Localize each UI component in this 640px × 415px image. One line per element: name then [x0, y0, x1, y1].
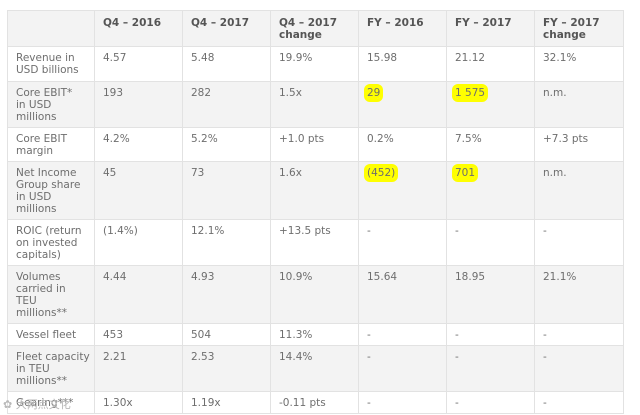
cell: 1.30x — [95, 392, 183, 414]
cell: 14.4% — [271, 346, 359, 392]
row-label: Fleet capacity in TEU millions** — [8, 346, 95, 392]
cell: 2.53 — [183, 346, 271, 392]
cell: - — [447, 220, 535, 266]
row-label: ROIC (return on invested capitals) — [8, 220, 95, 266]
cell: +13.5 pts — [271, 220, 359, 266]
row-label: Net Income Group share in USD millions — [8, 162, 95, 220]
cell: 2.21 — [95, 346, 183, 392]
cell: -0.11 pts — [271, 392, 359, 414]
cell: (452) — [359, 162, 447, 220]
cell: - — [359, 220, 447, 266]
table-row-volumes: Volumes carried in TEU millions** 4.44 4… — [8, 266, 624, 324]
watermark-icon: ✿ — [3, 398, 12, 411]
cell: 21.1% — [535, 266, 624, 324]
cell: n.m. — [535, 82, 624, 128]
cell: 10.9% — [271, 266, 359, 324]
cell: - — [447, 346, 535, 392]
header-fy-2017-change: FY – 2017 change — [535, 11, 624, 47]
cell: 4.44 — [95, 266, 183, 324]
cell: 1.5x — [271, 82, 359, 128]
table-row-roic: ROIC (return on invested capitals) (1.4%… — [8, 220, 624, 266]
table-row-net-income: Net Income Group share in USD millions 4… — [8, 162, 624, 220]
row-label: Revenue in USD billions — [8, 47, 95, 82]
cell: 19.9% — [271, 47, 359, 82]
header-q4-2016: Q4 – 2016 — [95, 11, 183, 47]
cell: 4.57 — [95, 47, 183, 82]
cell: 29 — [359, 82, 447, 128]
cell: - — [359, 346, 447, 392]
header-fy-2017: FY – 2017 — [447, 11, 535, 47]
cell: 5.2% — [183, 128, 271, 162]
cell: 701 — [447, 162, 535, 220]
cell: - — [359, 392, 447, 414]
cell: - — [535, 346, 624, 392]
cell: 1.6x — [271, 162, 359, 220]
table-row-revenue: Revenue in USD billions 4.57 5.48 19.9% … — [8, 47, 624, 82]
cell: 453 — [95, 324, 183, 346]
cell: 282 — [183, 82, 271, 128]
cell: 4.93 — [183, 266, 271, 324]
highlighted-value: 1 575 — [455, 87, 485, 99]
cell: 0.2% — [359, 128, 447, 162]
cell: 32.1% — [535, 47, 624, 82]
cell: (1.4%) — [95, 220, 183, 266]
header-q4-2017-change: Q4 – 2017 change — [271, 11, 359, 47]
highlighted-value: 29 — [367, 87, 380, 99]
cell: n.m. — [535, 162, 624, 220]
cell: 5.48 — [183, 47, 271, 82]
cell: - — [535, 220, 624, 266]
cell: 18.95 — [447, 266, 535, 324]
cell: 11.3% — [271, 324, 359, 346]
header-cell-blank — [8, 11, 95, 47]
cell: +1.0 pts — [271, 128, 359, 162]
row-label: Core EBIT* in USD millions — [8, 82, 95, 128]
cell: 12.1% — [183, 220, 271, 266]
row-label: Vessel fleet — [8, 324, 95, 346]
cell: 73 — [183, 162, 271, 220]
cell: 4.2% — [95, 128, 183, 162]
cell: 15.98 — [359, 47, 447, 82]
cell: +7.3 pts — [535, 128, 624, 162]
financial-results-table: Q4 – 2016 Q4 – 2017 Q4 – 2017 change FY … — [7, 10, 624, 414]
highlighted-value: (452) — [367, 167, 395, 179]
watermark-text: 大两点文化 — [16, 398, 71, 411]
row-label: Volumes carried in TEU millions** — [8, 266, 95, 324]
cell: 15.64 — [359, 266, 447, 324]
cell: - — [359, 324, 447, 346]
cell: 1 575 — [447, 82, 535, 128]
table-row-core-ebit-margin: Core EBIT margin 4.2% 5.2% +1.0 pts 0.2%… — [8, 128, 624, 162]
table-row-fleet-capacity: Fleet capacity in TEU millions** 2.21 2.… — [8, 346, 624, 392]
cell: - — [535, 392, 624, 414]
row-label: Core EBIT margin — [8, 128, 95, 162]
highlighted-value: 701 — [455, 167, 475, 179]
cell: 7.5% — [447, 128, 535, 162]
cell: - — [535, 324, 624, 346]
header-row: Q4 – 2016 Q4 – 2017 Q4 – 2017 change FY … — [8, 11, 624, 47]
header-q4-2017: Q4 – 2017 — [183, 11, 271, 47]
cell: 193 — [95, 82, 183, 128]
table-row-core-ebit: Core EBIT* in USD millions 193 282 1.5x … — [8, 82, 624, 128]
table-row-gearing: Gearing*** 1.30x 1.19x -0.11 pts - - - — [8, 392, 624, 414]
cell: 504 — [183, 324, 271, 346]
cell: 21.12 — [447, 47, 535, 82]
header-fy-2016: FY – 2016 — [359, 11, 447, 47]
watermark: ✿ 大两点文化 — [3, 396, 71, 412]
cell: 45 — [95, 162, 183, 220]
cell: - — [447, 392, 535, 414]
cell: - — [447, 324, 535, 346]
cell: 1.19x — [183, 392, 271, 414]
table-row-vessel-fleet: Vessel fleet 453 504 11.3% - - - — [8, 324, 624, 346]
